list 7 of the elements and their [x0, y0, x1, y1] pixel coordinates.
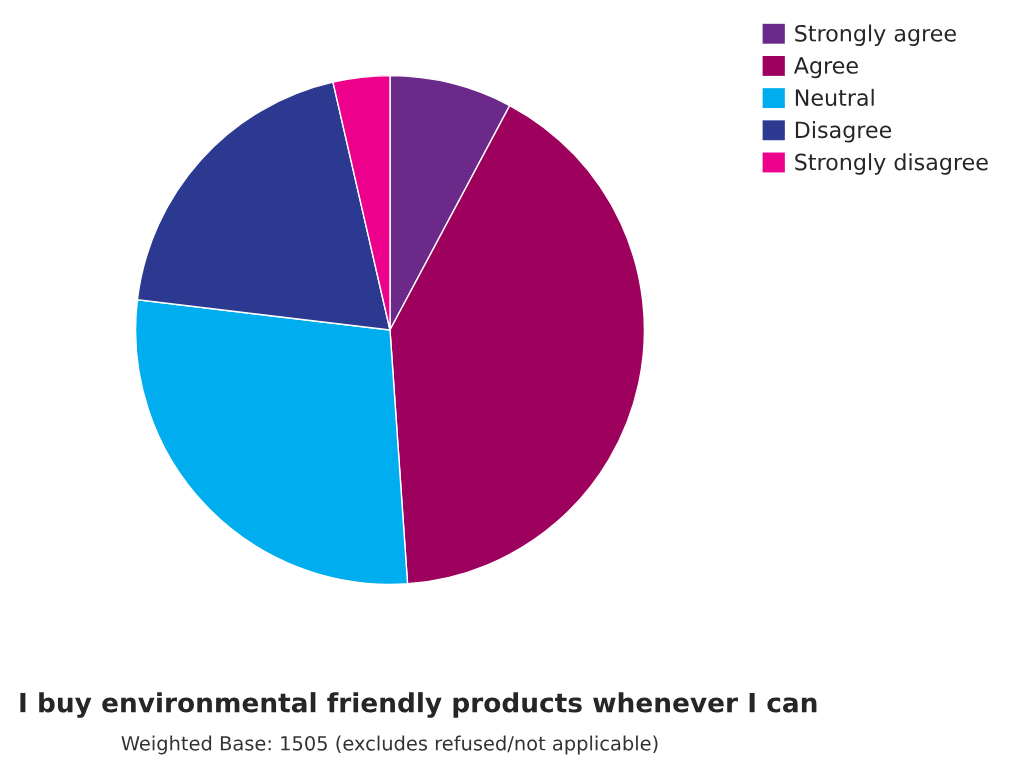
legend-label: Disagree [795, 121, 892, 143]
legend-label: Strongly agree [795, 24, 956, 46]
legend-label: Strongly disagree [795, 153, 988, 175]
text: Weighted Base: 1505 (excludes refused/not applicable) [121, 735, 658, 755]
legend-label: Agree [793, 57, 858, 79]
legend-label: Neutral [795, 88, 874, 107]
text: I buy environmental friendly products whenever I can [20, 692, 817, 718]
